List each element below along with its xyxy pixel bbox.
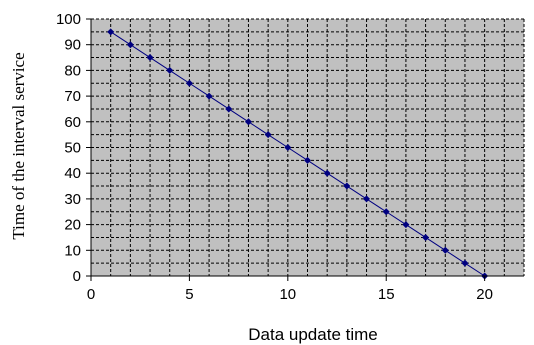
- y-tick-label: 100: [56, 11, 81, 28]
- y-tick-label: 90: [64, 37, 81, 54]
- y-tick-label: 70: [64, 88, 81, 105]
- y-tick-label: 40: [64, 165, 81, 182]
- x-tick-label: 15: [378, 286, 395, 303]
- y-tick-label: 0: [73, 268, 81, 285]
- y-tick-label: 20: [64, 217, 81, 234]
- x-tick-label: 5: [185, 286, 193, 303]
- x-tick-label: 20: [476, 286, 493, 303]
- y-tick-label: 10: [64, 242, 81, 259]
- y-tick-label: 30: [64, 191, 81, 208]
- x-tick-label: 0: [87, 286, 95, 303]
- y-axis-title: Time of the interval service: [9, 52, 28, 239]
- x-tick-label: 10: [279, 286, 296, 303]
- x-axis-title: Data update time: [248, 325, 377, 344]
- y-tick-label: 80: [64, 62, 81, 79]
- y-tick-label: 60: [64, 114, 81, 131]
- y-tick-label: 50: [64, 140, 81, 157]
